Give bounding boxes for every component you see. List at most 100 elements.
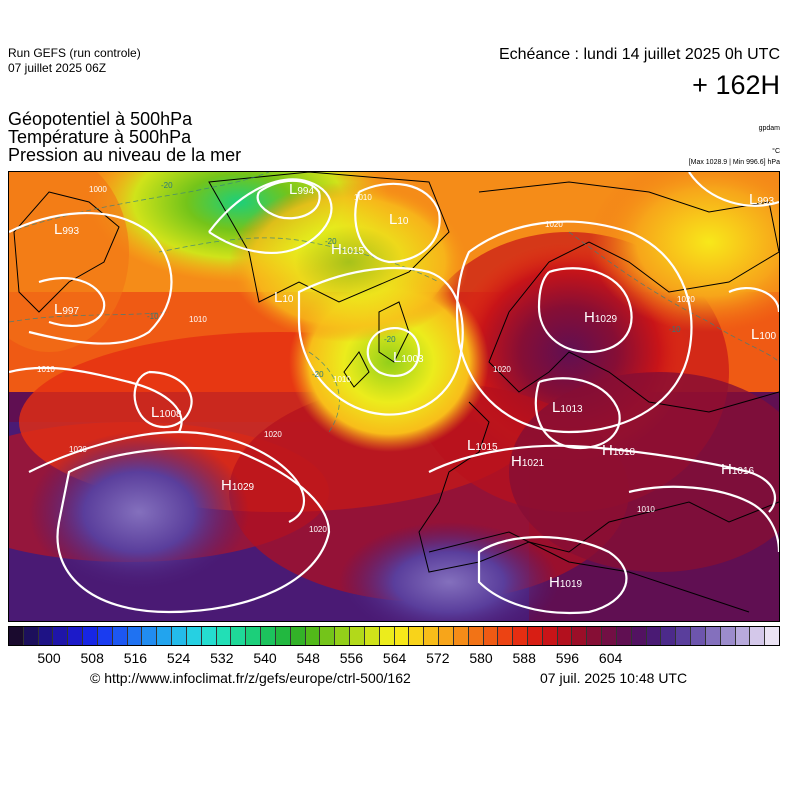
color-scale-cell xyxy=(320,627,336,645)
isotherm-label: -20 xyxy=(312,370,324,379)
pressure-center: H1016 xyxy=(721,461,755,478)
color-scale-cell xyxy=(616,627,632,645)
weather-map-canvas: L994 L10 H1015 L993 L993 L997 L10 H1029 … xyxy=(0,122,788,642)
field-mslp: Pression au niveau de la mer xyxy=(8,145,242,165)
unit-gpdam: gpdam xyxy=(758,125,780,132)
color-scale-cell xyxy=(305,627,321,645)
unit-celsius: °C xyxy=(772,148,780,155)
color-scale-cell xyxy=(483,627,499,645)
isotherm-label: -20 xyxy=(161,181,173,190)
color-scale-cell xyxy=(157,627,173,645)
color-scale-cell xyxy=(587,627,603,645)
color-scale-cell xyxy=(261,627,276,645)
color-scale-cell xyxy=(691,627,706,645)
color-scale-cell xyxy=(127,627,143,645)
color-scale-cell xyxy=(453,627,469,645)
color-scale-tick: 500 xyxy=(37,650,61,666)
pressure-center: H1029 xyxy=(221,477,255,494)
color-scale-cell xyxy=(661,627,677,645)
color-scale-cell xyxy=(527,627,543,645)
color-scale-tick: 540 xyxy=(253,650,277,666)
color-scale-tick: 524 xyxy=(166,650,191,666)
color-scale-cell xyxy=(631,627,647,645)
color-scale-cell xyxy=(350,627,365,645)
color-scale-cell xyxy=(646,627,662,645)
color-scale xyxy=(8,626,780,646)
isobar-label: 1010 xyxy=(354,193,372,202)
isobar-label: 1010 xyxy=(637,505,655,514)
color-scale-tick: 564 xyxy=(382,650,407,666)
color-scale-cell xyxy=(542,627,558,645)
color-scale-cell xyxy=(765,627,780,645)
pressure-center: H1015 xyxy=(331,241,365,258)
run-name: Run GEFS (run controle) xyxy=(8,46,141,60)
isobar-label: 1020 xyxy=(493,365,511,374)
isotherm-label: -20 xyxy=(325,237,337,246)
forecast-hour: + 162H xyxy=(692,70,780,100)
color-scale-cell xyxy=(394,627,410,645)
color-scale-cell xyxy=(602,627,617,645)
color-scale-cell xyxy=(9,627,24,645)
color-scale-cell xyxy=(23,627,39,645)
color-scale-tick: 548 xyxy=(296,650,320,666)
color-scale-cell xyxy=(246,627,262,645)
color-scale-tick: 556 xyxy=(339,650,364,666)
color-scale-tick: 532 xyxy=(210,650,234,666)
pressure-center: L1003 xyxy=(393,349,424,366)
color-scale-tick: 604 xyxy=(598,650,623,666)
isotherm-label: -10 xyxy=(669,325,681,334)
color-scale-cell xyxy=(513,627,528,645)
pressure-center: H1019 xyxy=(549,574,583,591)
pressure-center: H1029 xyxy=(584,309,618,326)
isobar-label: 1020 xyxy=(309,525,327,534)
pressure-center: L10 xyxy=(274,289,294,306)
color-scale-cell xyxy=(409,627,425,645)
pressure-center: L993 xyxy=(54,221,79,238)
isobar-label: 1010 xyxy=(333,375,351,384)
color-scale-cell xyxy=(750,627,766,645)
color-scale-cell xyxy=(379,627,395,645)
field-geopotential: Géopotentiel à 500hPa xyxy=(8,109,193,129)
color-scale-cell xyxy=(201,627,217,645)
isobar-label: 1010 xyxy=(37,365,55,374)
pressure-center: L1008 xyxy=(151,404,182,421)
color-scale-cell xyxy=(53,627,69,645)
color-scale-tick: 596 xyxy=(555,650,580,666)
color-scale-cell xyxy=(97,627,113,645)
isotherm-label: -10 xyxy=(147,312,159,321)
color-scale-cell xyxy=(275,627,291,645)
color-scale-cell xyxy=(572,627,588,645)
isobar-label: 1020 xyxy=(264,430,282,439)
color-scale-cell xyxy=(231,627,247,645)
pressure-center: L1013 xyxy=(552,399,583,416)
color-scale-cell xyxy=(335,627,351,645)
source-url[interactable]: © http://www.infoclimat.fr/z/gefs/europe… xyxy=(90,670,411,686)
weather-map[interactable]: L994 L10 H1015 L993 L993 L997 L10 H1029 … xyxy=(0,122,788,642)
run-date: 07 juillet 2025 06Z xyxy=(8,61,107,75)
pressure-center: L100 xyxy=(751,326,776,343)
isobar-label: 1020 xyxy=(545,220,563,229)
color-scale-cell xyxy=(83,627,98,645)
color-scale-cell xyxy=(142,627,158,645)
max-min-pressure: [Max 1028.9 | Min 996.6] hPa xyxy=(688,159,780,166)
color-scale-cell xyxy=(720,627,736,645)
color-scale-cell xyxy=(38,627,54,645)
pressure-center: H1021 xyxy=(511,453,545,470)
isobar-label: 1020 xyxy=(69,445,87,454)
pressure-center: L10 xyxy=(389,211,409,228)
color-scale-cell xyxy=(735,627,751,645)
color-scale-cell xyxy=(172,627,187,645)
color-scale-tick: 572 xyxy=(426,650,450,666)
color-scale-tick: 588 xyxy=(512,650,536,666)
color-scale-cell xyxy=(498,627,514,645)
isotherm-label: -20 xyxy=(384,335,396,344)
color-scale-cell xyxy=(705,627,721,645)
pressure-center: H1018 xyxy=(602,442,636,459)
color-scale-cell xyxy=(557,627,573,645)
color-scale-cell xyxy=(68,627,84,645)
isobar-label: 1000 xyxy=(89,185,107,194)
color-scale-cell xyxy=(186,627,202,645)
field-titles: Géopotentiel à 500hPa Température à 500h… xyxy=(8,110,241,164)
color-scale-cell xyxy=(676,627,692,645)
units-block: gpdam °C [Max 1028.9 | Min 996.6] hPa xyxy=(689,123,780,168)
